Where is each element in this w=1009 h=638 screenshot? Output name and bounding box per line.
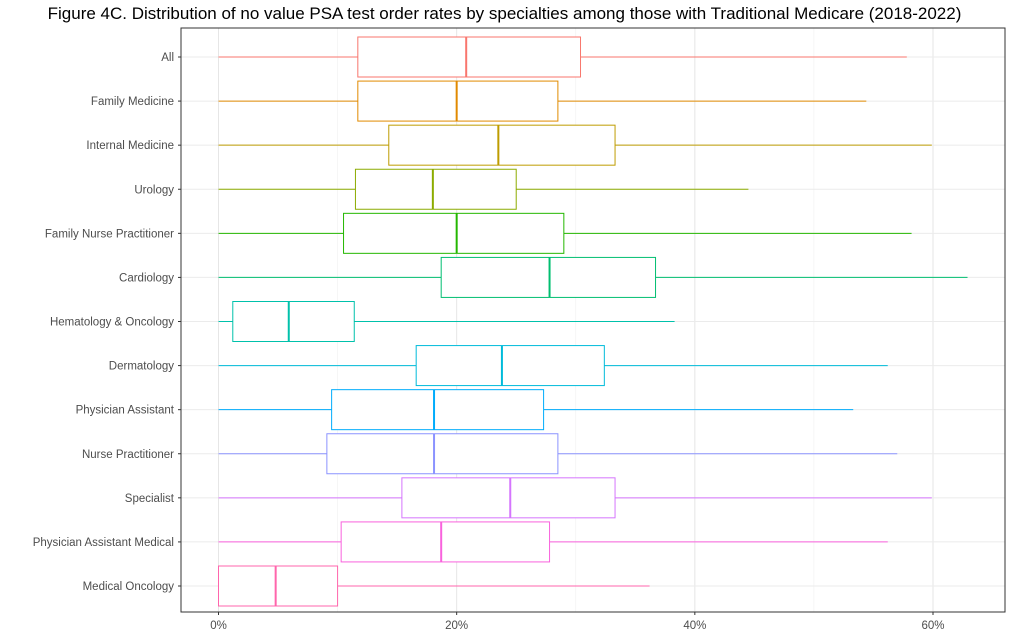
box	[326, 433, 559, 475]
y-tick-label: Cardiology	[119, 272, 174, 284]
y-tick-label: Physician Assistant Medical	[33, 537, 174, 549]
y-tick-label: Specialist	[125, 493, 175, 505]
y-tick-label: Hematology & Oncology	[50, 317, 174, 329]
x-tick-label: 60%	[921, 620, 944, 632]
y-tick-label: Urology	[134, 184, 174, 196]
y-tick-label: Family Medicine	[91, 96, 174, 108]
y-tick-label: Internal Medicine	[86, 140, 174, 152]
box	[343, 212, 565, 254]
y-tick-label: All	[161, 52, 174, 64]
y-tick-label: Medical Oncology	[83, 581, 175, 593]
x-tick-label: 40%	[683, 620, 706, 632]
box	[354, 168, 517, 210]
panel-border	[180, 27, 1006, 613]
box	[401, 477, 616, 519]
y-tick-label: Nurse Practitioner	[82, 449, 174, 461]
box	[415, 345, 605, 387]
y-tick-label: Dermatology	[109, 361, 174, 373]
box	[440, 256, 657, 298]
box	[388, 124, 616, 166]
chart-title: Figure 4C. Distribution of no value PSA …	[47, 4, 962, 23]
box	[232, 301, 355, 342]
box	[340, 521, 551, 563]
x-tick-label: 20%	[445, 620, 468, 632]
y-tick-label: Physician Assistant	[76, 405, 175, 417]
x-tick-label: 0%	[210, 620, 227, 632]
y-tick-label: Family Nurse Practitioner	[45, 228, 174, 240]
box	[331, 389, 545, 431]
box	[357, 36, 582, 78]
box	[357, 80, 559, 122]
box	[218, 565, 339, 607]
